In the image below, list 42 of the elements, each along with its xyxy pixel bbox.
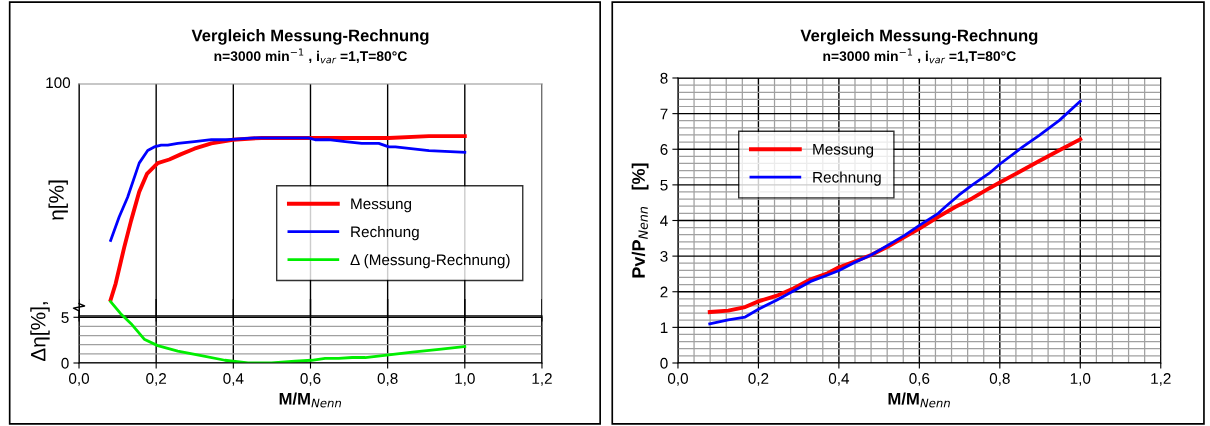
y-axis-title: Δη[%], bbox=[30, 302, 50, 362]
x-tick-label: 0,6 bbox=[909, 373, 930, 386]
y-tick-label: 5 bbox=[61, 312, 69, 323]
x-tick-label: 0,8 bbox=[989, 373, 1010, 386]
x-tick-label: 0,8 bbox=[377, 373, 398, 386]
x-tick-label: 1,0 bbox=[1070, 373, 1091, 386]
chart-title: Vergleich Messung-Rechnung bbox=[191, 29, 429, 45]
chart-subtitle: n=3000 min$^{−1}$ , i$_{var}$ =1,T=80°C bbox=[214, 48, 407, 64]
y-tick-label: 0 bbox=[660, 357, 668, 369]
y-tick-label: 4 bbox=[660, 215, 668, 227]
y-tick-label: 3 bbox=[660, 250, 668, 262]
chart-subtitle: n=3000 min$^{−1}$ , i$_{var}$ =1,T=80°C bbox=[823, 48, 1016, 64]
x-tick-label: 0,4 bbox=[828, 373, 850, 386]
x-tick-label: 0,0 bbox=[68, 373, 90, 386]
y-tick-label: 2 bbox=[660, 286, 668, 298]
y-tick-label: 5 bbox=[660, 179, 668, 191]
legend-label: Rechnung bbox=[351, 226, 419, 241]
x-tick-label: 0,6 bbox=[300, 373, 321, 386]
x-tick-label: 0,2 bbox=[748, 373, 769, 386]
y-tick-label: 0 bbox=[61, 357, 69, 369]
x-tick-label: 0,0 bbox=[667, 373, 688, 386]
line-series bbox=[708, 99, 1082, 326]
legend-label: Messung bbox=[813, 144, 874, 158]
text: Pv/P$_{Nenn}$ [%] bbox=[631, 163, 649, 278]
x-axis-title: M/M$_{Nenn}$ bbox=[888, 392, 950, 408]
x-tick-label: 1,2 bbox=[532, 373, 552, 386]
x-tick-label: 1,0 bbox=[455, 373, 475, 386]
y-tick-label: 7 bbox=[660, 108, 668, 120]
legend-label: Rechnung bbox=[813, 171, 881, 186]
x-tick-label: 1,2 bbox=[1151, 373, 1171, 386]
x-tick-label: 0,4 bbox=[223, 373, 244, 386]
y-tick-label: 6 bbox=[660, 144, 668, 155]
legend-label: Δ (Messung-Rechnung) bbox=[350, 253, 510, 269]
text: 100 bbox=[46, 77, 71, 89]
y-tick-label: 1 bbox=[660, 322, 668, 333]
x-tick-label: 0,2 bbox=[146, 373, 167, 386]
chart-title: Vergleich Messung-Rechnung bbox=[800, 29, 1038, 45]
y-tick-label: 8 bbox=[660, 72, 668, 84]
line-series bbox=[109, 300, 467, 363]
legend-label: Messung bbox=[351, 198, 412, 213]
y-axis-title: η[%] bbox=[48, 180, 68, 220]
x-axis-title: M/M$_{Nenn}$ bbox=[279, 392, 342, 408]
